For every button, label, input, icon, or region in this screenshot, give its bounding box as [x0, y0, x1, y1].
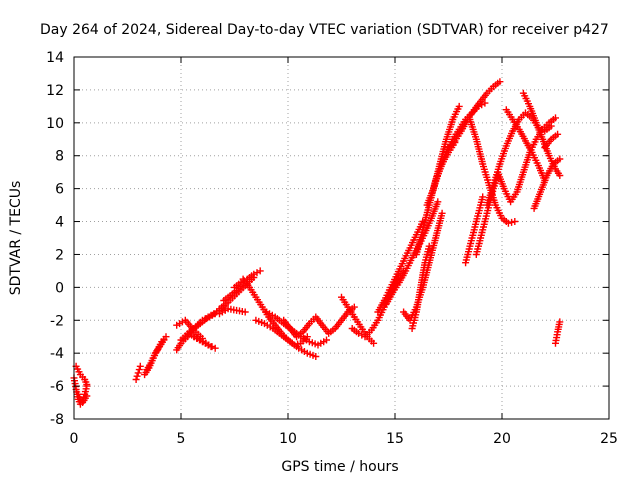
data-point: [434, 198, 442, 206]
data-point: [256, 267, 264, 275]
data-point: [188, 331, 196, 339]
y-tick-label: -8: [50, 412, 64, 428]
y-tick-label: 0: [55, 280, 64, 296]
data-point: [312, 353, 320, 360]
data-point: [83, 392, 91, 400]
y-tick-label: 2: [55, 247, 64, 263]
data-point: [136, 362, 144, 370]
data-point: [323, 336, 330, 344]
data-point: [455, 102, 463, 110]
x-tick-label: 5: [177, 431, 186, 447]
y-tick-label: -2: [50, 313, 64, 329]
plot-frame: [73, 56, 610, 420]
y-tick-label: 8: [55, 149, 64, 165]
y-tick-label: 12: [46, 83, 64, 99]
data-point: [241, 308, 249, 316]
data-point: [370, 339, 378, 347]
grid-lines: [74, 57, 609, 419]
data-point: [504, 219, 512, 227]
data-point: [134, 369, 142, 377]
y-tick-label: 10: [46, 116, 64, 132]
data-points: [70, 78, 564, 408]
y-tick-label: 4: [55, 215, 64, 231]
data-point: [556, 318, 564, 326]
y-tick-label: 14: [46, 50, 64, 66]
data-point: [160, 336, 168, 344]
axis-ticks: 0 5 10 15 20 25 -8 -6 -4 -2 0 2 4 6 8 10 12 14: [46, 50, 618, 447]
data-point: [253, 269, 261, 277]
y-tick-label: -6: [50, 379, 64, 395]
data-point: [508, 218, 516, 226]
data-point: [438, 209, 446, 217]
x-axis-label: GPS time / hours: [281, 459, 398, 475]
data-point: [350, 303, 358, 311]
y-tick-label: 6: [55, 182, 64, 198]
data-point: [135, 366, 143, 374]
data-point: [496, 78, 504, 86]
data-point: [132, 376, 140, 383]
data-point: [211, 344, 219, 352]
x-tick-label: 15: [386, 431, 404, 447]
y-axis-label: SDTVAR / TECUs: [8, 181, 24, 296]
x-tick-label: 20: [493, 431, 511, 447]
data-point: [556, 155, 564, 163]
y-tick-label: -4: [50, 346, 64, 362]
data-point: [556, 172, 564, 179]
chart-title: Day 264 of 2024, Sidereal Day-to-day VTE…: [40, 22, 609, 38]
x-tick-label: 25: [600, 431, 618, 447]
data-point: [552, 114, 559, 122]
x-tick-label: 10: [279, 431, 297, 447]
data-point: [83, 380, 91, 388]
data-point: [250, 270, 258, 278]
data-point: [425, 242, 433, 250]
data-point: [198, 334, 206, 342]
data-point: [303, 333, 311, 341]
data-point: [479, 193, 487, 201]
data-point: [208, 343, 216, 351]
x-tick-label: 0: [70, 431, 79, 447]
data-point: [511, 218, 519, 225]
data-point: [133, 372, 141, 380]
data-point: [554, 130, 562, 138]
data-point: [481, 99, 489, 107]
